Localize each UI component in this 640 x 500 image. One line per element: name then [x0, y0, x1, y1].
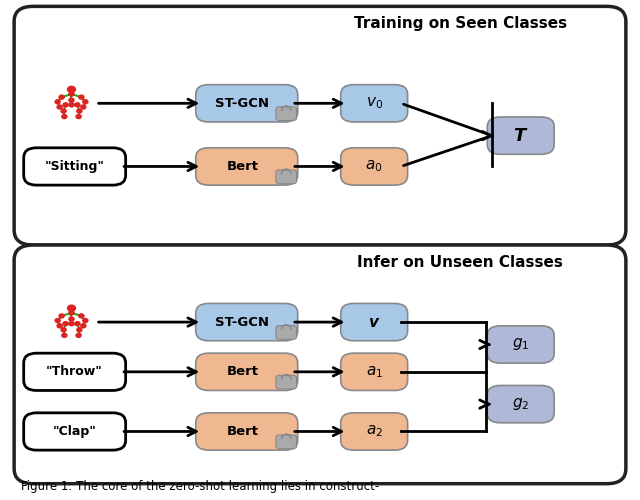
FancyBboxPatch shape [487, 117, 554, 154]
Text: $\boldsymbol{T}$: $\boldsymbol{T}$ [513, 126, 529, 144]
Circle shape [81, 324, 86, 328]
Circle shape [69, 103, 74, 107]
Circle shape [55, 100, 60, 104]
Circle shape [69, 92, 74, 96]
Text: $\boldsymbol{v}$: $\boldsymbol{v}$ [368, 314, 380, 330]
FancyBboxPatch shape [276, 107, 296, 120]
Circle shape [68, 86, 76, 92]
Text: ST-GCN: ST-GCN [215, 97, 269, 110]
FancyBboxPatch shape [276, 435, 296, 448]
Circle shape [69, 317, 74, 321]
Circle shape [76, 334, 81, 338]
Circle shape [83, 100, 88, 104]
Circle shape [59, 314, 64, 318]
Circle shape [61, 328, 66, 332]
Circle shape [57, 105, 62, 109]
Circle shape [62, 114, 67, 118]
Circle shape [62, 334, 67, 338]
Text: "Throw": "Throw" [46, 366, 103, 378]
Circle shape [63, 103, 68, 107]
Circle shape [63, 322, 68, 326]
Circle shape [79, 95, 84, 99]
FancyBboxPatch shape [196, 84, 298, 122]
FancyBboxPatch shape [24, 413, 125, 450]
Text: $\boldsymbol{g_1}$: $\boldsymbol{g_1}$ [512, 336, 529, 352]
FancyBboxPatch shape [276, 170, 296, 183]
Circle shape [57, 324, 62, 328]
FancyBboxPatch shape [276, 326, 296, 340]
Circle shape [76, 114, 81, 118]
Circle shape [81, 105, 86, 109]
FancyBboxPatch shape [196, 353, 298, 391]
FancyBboxPatch shape [340, 84, 408, 122]
Circle shape [69, 311, 74, 315]
Text: "Clap": "Clap" [52, 425, 97, 438]
Circle shape [75, 322, 80, 326]
Circle shape [69, 322, 74, 326]
Circle shape [83, 318, 88, 322]
FancyBboxPatch shape [276, 376, 296, 389]
Circle shape [55, 318, 60, 322]
FancyBboxPatch shape [340, 148, 408, 185]
Circle shape [61, 109, 66, 113]
Text: $\boldsymbol{a_0}$: $\boldsymbol{a_0}$ [365, 158, 383, 174]
FancyBboxPatch shape [24, 353, 125, 391]
Text: Bert: Bert [227, 160, 259, 173]
FancyBboxPatch shape [196, 304, 298, 341]
Text: $\boldsymbol{g_2}$: $\boldsymbol{g_2}$ [512, 396, 529, 412]
Circle shape [75, 103, 80, 107]
FancyBboxPatch shape [24, 148, 125, 185]
Circle shape [77, 109, 82, 113]
FancyBboxPatch shape [340, 413, 408, 450]
Text: $\boldsymbol{v_0}$: $\boldsymbol{v_0}$ [365, 96, 383, 111]
FancyBboxPatch shape [340, 304, 408, 341]
Text: $\boldsymbol{a_2}$: $\boldsymbol{a_2}$ [365, 424, 383, 440]
FancyBboxPatch shape [196, 148, 298, 185]
Circle shape [79, 314, 84, 318]
Text: Figure 1: The core of the zero-shot learning lies in construct-: Figure 1: The core of the zero-shot lear… [20, 480, 379, 492]
Circle shape [77, 328, 82, 332]
Text: $\boldsymbol{a_1}$: $\boldsymbol{a_1}$ [365, 364, 383, 380]
FancyBboxPatch shape [340, 353, 408, 391]
Text: Infer on Unseen Classes: Infer on Unseen Classes [357, 255, 563, 270]
FancyBboxPatch shape [196, 413, 298, 450]
FancyBboxPatch shape [487, 386, 554, 423]
Circle shape [69, 98, 74, 102]
Text: "Sitting": "Sitting" [45, 160, 105, 173]
Circle shape [59, 95, 64, 99]
Text: Bert: Bert [227, 425, 259, 438]
FancyBboxPatch shape [14, 6, 626, 245]
Circle shape [68, 305, 76, 312]
FancyBboxPatch shape [14, 245, 626, 484]
FancyBboxPatch shape [487, 326, 554, 363]
Text: Training on Seen Classes: Training on Seen Classes [354, 16, 567, 32]
Text: ST-GCN: ST-GCN [215, 316, 269, 328]
Text: Bert: Bert [227, 366, 259, 378]
